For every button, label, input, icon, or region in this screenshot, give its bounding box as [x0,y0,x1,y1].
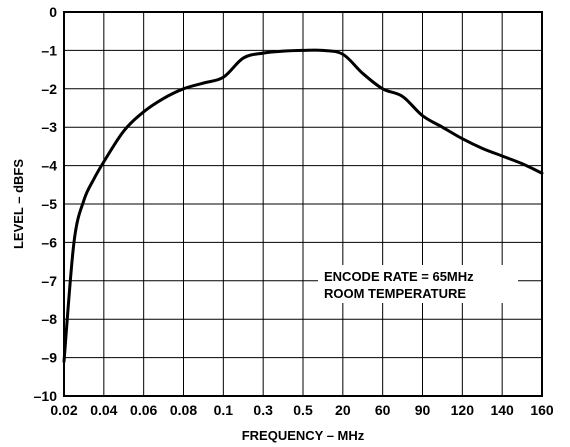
y-tick-label: –8 [41,311,57,327]
y-tick-label: 0 [49,4,57,20]
x-tick-label: 0.1 [214,402,234,418]
x-tick-label: 0.3 [253,402,273,418]
x-tick-labels: 0.02 0.04 0.06 0.08 0.1 0.3 0.5 20 60 90 120 140 160 [50,402,554,418]
x-tick-label: 0.08 [170,402,197,418]
y-tick-label: –5 [41,196,57,212]
plot-frame [63,11,543,397]
level-curve [62,48,544,363]
y-tick-label: –3 [41,119,57,135]
x-tick-label: 0.5 [293,402,313,418]
y-tick-label: –7 [41,273,57,289]
x-tick-label: 90 [415,402,431,418]
x-tick-label: 0.04 [90,402,117,418]
y-tick-labels: 0 –1 –2 –3 –4 –5 –6 –7 –8 –9 –10 [34,4,58,404]
y-tick-label: –6 [41,234,57,250]
annotation-line-1: ENCODE RATE = 65MHz [324,269,474,284]
series-layer [62,48,544,363]
y-tick-label: –2 [41,81,57,97]
x-tick-label: 0.02 [50,402,77,418]
x-tick-label: 140 [490,402,514,418]
x-tick-label: 20 [335,402,351,418]
x-axis-label: FREQUENCY – MHz [242,428,365,443]
annotation-line-2: ROOM TEMPERATURE [324,286,466,301]
y-tick-label: –1 [41,42,57,58]
y-tick-label: –10 [34,388,58,404]
annotation-background [318,265,518,303]
y-tick-label: –9 [41,350,57,366]
y-tick-label: –4 [41,158,57,174]
grid [64,12,542,396]
x-tick-label: 160 [530,402,554,418]
y-axis-label: LEVEL – dBFS [11,159,26,249]
x-tick-label: 120 [451,402,475,418]
x-tick-label: 0.06 [130,402,157,418]
x-tick-label: 60 [375,402,391,418]
